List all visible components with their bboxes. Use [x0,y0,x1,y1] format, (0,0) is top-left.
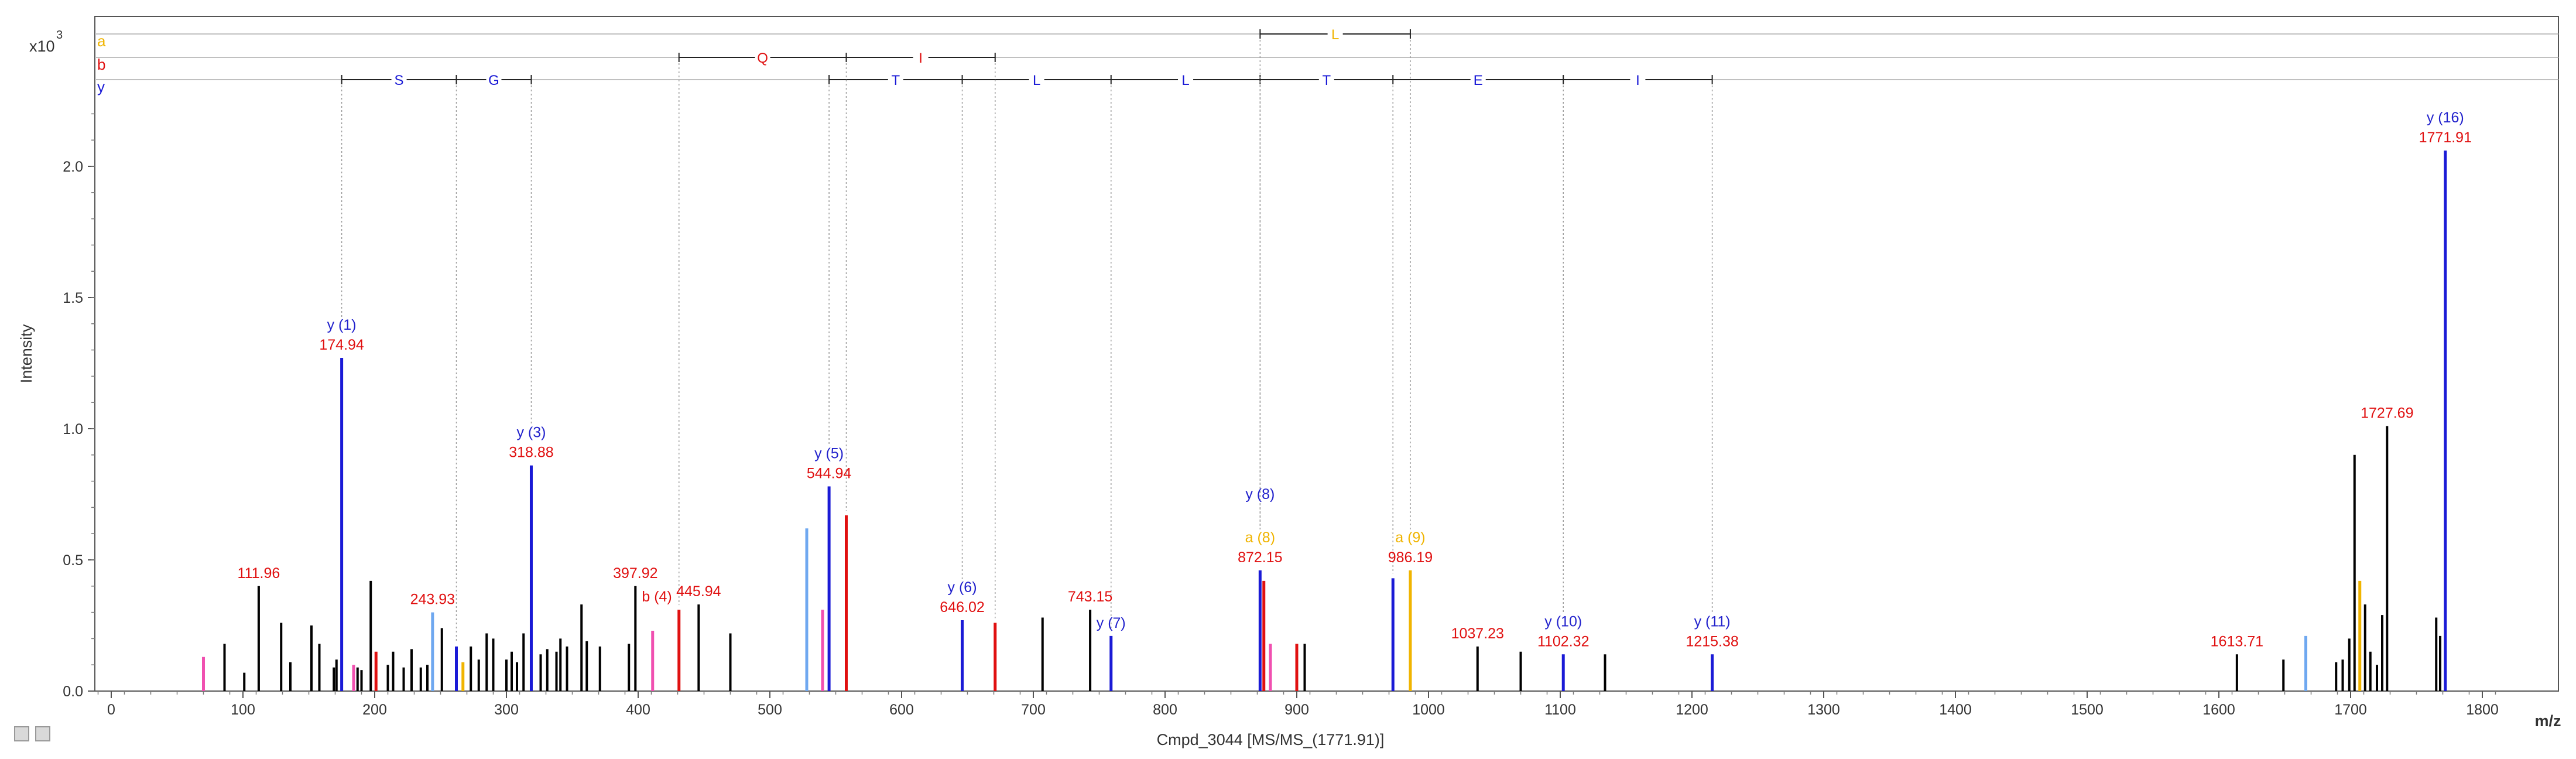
sequence-residue-letter: E [1474,73,1483,88]
residue-backdrop [1029,72,1044,87]
sequence-residue-letter: I [1636,73,1640,88]
x-tick-label: 800 [1153,702,1177,718]
x-tick-label: 1700 [2334,702,2367,718]
peak-mz-label: 318.88 [509,445,553,461]
peak-mz-label: 445.94 [676,583,721,600]
x-tick-label: 1000 [1412,702,1445,718]
x-tick-label: 1800 [2466,702,2499,718]
peak-mz-label: 1613.71 [2211,633,2263,649]
x-tick-label: 0 [107,702,115,718]
sequence-residue-letter: T [891,73,900,88]
peak-mz-label: 544.94 [807,466,852,482]
peak-ion-annotation: y (7) [1097,615,1126,631]
peak-ion-annotation: y (3) [516,425,546,441]
peak-ion-annotation: y (5) [814,446,844,462]
residue-backdrop [1470,72,1486,87]
x-tick-label: 500 [758,702,782,718]
x-tick-label: 100 [231,702,255,718]
residue-backdrop [486,72,502,87]
x-tick-label: 400 [626,702,650,718]
residue-backdrop [1327,26,1343,42]
peak-ion-annotation: y (1) [327,317,357,333]
peak-mz-label: 1771.91 [2419,129,2472,146]
x-tick-label: 200 [362,702,387,718]
x-tick-label: 1600 [2202,702,2235,718]
y-tick-label: 2.0 [63,159,83,175]
peak-mz-label: 397.92 [613,565,657,582]
peak-mz-label: 1215.38 [1686,633,1738,649]
sequence-residue-letter: L [1181,73,1189,88]
sequence-residue-letter: S [395,73,404,88]
x-tick-label: 600 [889,702,914,718]
sequence-residue-letter: G [488,73,499,88]
x-tick-label: 1300 [1807,702,1840,718]
plot-area [94,16,2559,692]
peak-ion-annotation: y (6) [948,579,977,596]
peak-mz-label: 111.96 [238,565,280,582]
peak-mz-label: 1727.69 [2361,405,2413,422]
x-tick-label: 1400 [1939,702,1972,718]
peak-ion-annotation: y (11) [1694,613,1731,630]
residue-backdrop [1318,72,1334,87]
x-tick-label: 900 [1284,702,1309,718]
ion-series-row-letter: y [97,78,105,95]
peak-ion-annotation: y (16) [2427,110,2464,126]
sequence-residue-letter: L [1033,73,1040,88]
residue-backdrop [888,72,903,87]
peak-ion-annotation: y (10) [1544,613,1582,630]
peak-mz-label: 174.94 [319,337,364,353]
x-tick-label: 700 [1021,702,1046,718]
y-axis-title: Intensity [18,324,35,383]
peak-mz-label: 646.02 [940,599,984,616]
peak-mz-label: 1037.23 [1451,625,1504,642]
residue-backdrop [1178,72,1194,87]
residue-backdrop [1630,72,1646,87]
residue-backdrop [755,50,770,65]
peak-ion-annotation: b (4) [642,589,672,605]
y-tick-label: 0.0 [63,683,83,700]
peak-mz-label: 743.15 [1068,589,1112,605]
residue-backdrop [913,50,929,65]
peak-ion-annotation: y (8) [1245,486,1275,502]
plot-frame [94,16,2559,692]
y-axis-multiplier: x10 [29,37,55,55]
residue-backdrop [391,72,407,87]
sequence-residue-letter: I [919,50,923,66]
peak-ion-annotation: a (8) [1245,529,1275,546]
y-tick-label: 1.0 [63,421,83,437]
sequence-ladder-layer: aby L Q I S G T L L T E I [95,26,2558,95]
x-tick-label: 1100 [1544,702,1576,718]
x-axis-title: m/z [2534,712,2561,730]
peak-mz-label: 986.19 [1388,549,1433,566]
y-tick-label: 1.5 [63,290,83,306]
ion-series-row-letter: b [97,56,105,73]
peak-ion-annotation: a (9) [1395,529,1425,546]
fragment-guide-lines [341,40,1713,642]
peak-layer [202,151,2447,691]
x-tick-label: 1200 [1676,702,1708,718]
x-tick-label: 1500 [2071,702,2104,718]
view-toggle-button-2[interactable] [35,726,50,741]
chart-caption: Cmpd_3044 [MS/MS_(1771.91)] [1157,731,1385,748]
axis-layer: x10 3 Intensity m/z Cmpd_3044 [MS/MS_(17… [18,29,2561,748]
sequence-residue-letter: Q [757,50,768,66]
sequence-residue-letter: T [1322,73,1331,88]
view-toggle-button-1[interactable] [14,726,29,741]
ion-series-row-letter: a [97,32,106,50]
y-axis-multiplier-exponent: 3 [56,29,63,42]
y-tick-label: 0.5 [63,552,83,569]
peak-mz-label: 872.15 [1238,549,1282,566]
peak-mz-label: 243.93 [410,592,455,608]
peak-mz-label: 1102.32 [1537,633,1590,649]
x-tick-label: 300 [494,702,519,718]
sequence-residue-letter: L [1331,27,1339,43]
peak-label-layer: 111.96 174.94 y (1) 243.93 318.88 y (3) 397.92… [238,110,2472,649]
